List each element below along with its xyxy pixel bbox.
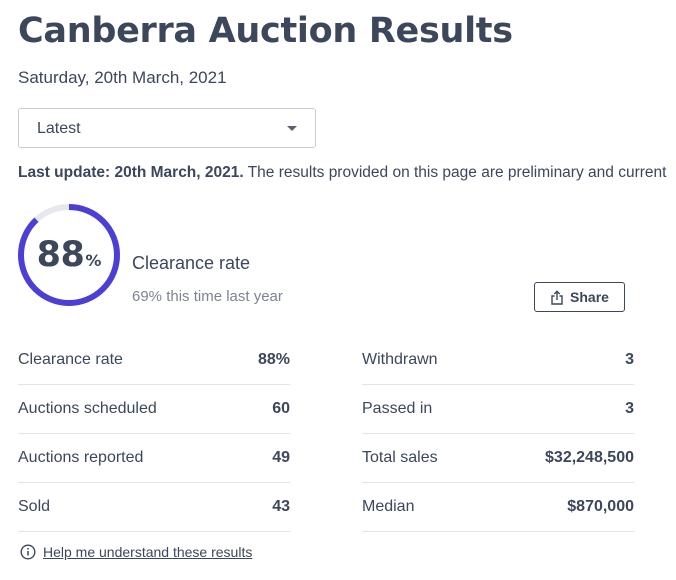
stat-value: 43 xyxy=(272,498,290,515)
stat-label: Auctions reported xyxy=(18,449,144,466)
chevron-down-icon xyxy=(287,126,297,131)
help-link[interactable]: Help me understand these results xyxy=(43,544,253,560)
share-button-label: Share xyxy=(570,289,609,305)
update-notice: Last update: 20th March, 2021. The resul… xyxy=(18,164,676,182)
clearance-rate-label: Clearance rate xyxy=(132,253,251,273)
stat-value: $870,000 xyxy=(567,498,634,515)
stat-value: 3 xyxy=(625,351,634,368)
stat-row-passed-in: Passed in 3 xyxy=(362,385,634,434)
clearance-ring xyxy=(18,204,120,306)
results-period-select[interactable]: Latest xyxy=(18,108,316,148)
share-button[interactable]: Share xyxy=(534,282,625,312)
page-title: Canberra Auction Results xyxy=(18,11,513,51)
stat-row-auctions-scheduled: Auctions scheduled 60 xyxy=(18,385,290,434)
stat-label: Passed in xyxy=(362,400,433,417)
stat-row-auctions-reported: Auctions reported 49 xyxy=(18,434,290,483)
stat-label: Clearance rate xyxy=(18,351,123,368)
stat-value: 3 xyxy=(625,400,634,417)
stat-label: Sold xyxy=(18,498,51,515)
stat-value: 88% xyxy=(257,351,290,368)
share-icon xyxy=(550,289,564,305)
stats-right-column: Withdrawn 3 Passed in 3 Total sales $32,… xyxy=(362,336,634,532)
stat-value: $32,248,500 xyxy=(545,449,634,466)
stat-row-sold: Sold 43 xyxy=(18,483,290,532)
stat-label: Auctions scheduled xyxy=(18,400,157,417)
select-value: Latest xyxy=(37,120,81,137)
stat-label: Median xyxy=(362,498,415,515)
clearance-rate-percent-sign: % xyxy=(85,250,102,270)
clearance-rate-number: 88 xyxy=(36,235,85,275)
stats-left-column: Clearance rate 88% Auctions scheduled 60… xyxy=(18,336,290,532)
stat-value: 60 xyxy=(272,400,290,417)
stat-label: Total sales xyxy=(362,449,438,466)
stat-value: 49 xyxy=(272,449,290,466)
results-date: Saturday, 20th March, 2021 xyxy=(18,68,227,87)
stat-row-withdrawn: Withdrawn 3 xyxy=(362,336,634,385)
stat-row-total-sales: Total sales $32,248,500 xyxy=(362,434,634,483)
update-notice-text: The results provided on this page are pr… xyxy=(243,164,667,181)
stat-row-clearance-rate: Clearance rate 88% xyxy=(18,336,290,385)
clearance-ring-progress xyxy=(18,204,120,306)
info-icon xyxy=(20,544,36,560)
stat-label: Withdrawn xyxy=(362,351,438,368)
clearance-ring-value: 88% xyxy=(17,203,121,307)
help-link-row[interactable]: Help me understand these results xyxy=(20,544,252,560)
update-notice-bold: Last update: 20th March, 2021. xyxy=(18,164,244,181)
clearance-rate-comparison: 69% this time last year xyxy=(132,288,283,305)
stat-row-median: Median $870,000 xyxy=(362,483,634,532)
